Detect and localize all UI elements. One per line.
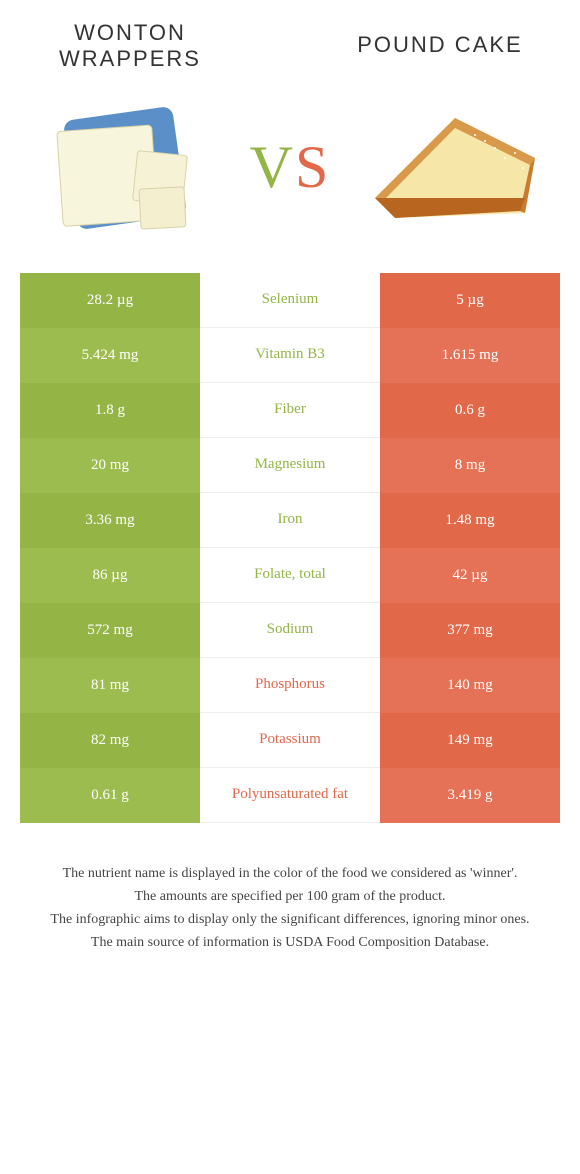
left-value: 1.8 g	[20, 383, 200, 438]
right-value: 377 mg	[380, 603, 560, 658]
table-row: 5.424 mgVitamin B31.615 mg	[20, 328, 560, 383]
infographic: Wonton Wrappers Pound Cake VS	[0, 0, 580, 975]
right-value: 1.615 mg	[380, 328, 560, 383]
table-row: 0.61 gPolyunsaturated fat3.419 g	[20, 768, 560, 823]
footer-line: The infographic aims to display only the…	[30, 909, 550, 930]
right-value: 0.6 g	[380, 383, 560, 438]
nutrient-label: Folate, total	[200, 548, 380, 603]
right-value: 149 mg	[380, 713, 560, 768]
table-row: 81 mgPhosphorus140 mg	[20, 658, 560, 713]
table-row: 572 mgSodium377 mg	[20, 603, 560, 658]
left-value: 82 mg	[20, 713, 200, 768]
right-value: 8 mg	[380, 438, 560, 493]
left-value: 86 µg	[20, 548, 200, 603]
title-right: Pound Cake	[330, 20, 550, 58]
table-row: 1.8 gFiber0.6 g	[20, 383, 560, 438]
left-value: 28.2 µg	[20, 273, 200, 328]
left-value: 5.424 mg	[20, 328, 200, 383]
left-value: 20 mg	[20, 438, 200, 493]
table-row: 3.36 mgIron1.48 mg	[20, 493, 560, 548]
left-value: 572 mg	[20, 603, 200, 658]
nutrient-table: 28.2 µgSelenium5 µg5.424 mgVitamin B31.6…	[20, 273, 560, 823]
nutrient-label: Iron	[200, 493, 380, 548]
right-image	[360, 93, 550, 243]
right-value: 1.48 mg	[380, 493, 560, 548]
left-image	[30, 93, 220, 243]
left-value: 0.61 g	[20, 768, 200, 823]
header: Wonton Wrappers Pound Cake	[0, 0, 580, 83]
right-value: 140 mg	[380, 658, 560, 713]
nutrient-label: Fiber	[200, 383, 380, 438]
table-row: 28.2 µgSelenium5 µg	[20, 273, 560, 328]
table-row: 82 mgPotassium149 mg	[20, 713, 560, 768]
vs-label: VS	[250, 133, 331, 202]
table-row: 20 mgMagnesium8 mg	[20, 438, 560, 493]
nutrient-label: Sodium	[200, 603, 380, 658]
nutrient-label: Potassium	[200, 713, 380, 768]
nutrient-label: Selenium	[200, 273, 380, 328]
nutrient-label: Phosphorus	[200, 658, 380, 713]
title-left: Wonton Wrappers	[30, 20, 230, 73]
left-value: 81 mg	[20, 658, 200, 713]
right-value: 3.419 g	[380, 768, 560, 823]
footer-line: The nutrient name is displayed in the co…	[30, 863, 550, 884]
right-value: 5 µg	[380, 273, 560, 328]
nutrient-label: Magnesium	[200, 438, 380, 493]
left-value: 3.36 mg	[20, 493, 200, 548]
nutrient-label: Polyunsaturated fat	[200, 768, 380, 823]
vs-s: S	[295, 134, 330, 200]
footer-line: The amounts are specified per 100 gram o…	[30, 886, 550, 907]
footer-line: The main source of information is USDA F…	[30, 932, 550, 953]
right-value: 42 µg	[380, 548, 560, 603]
table-row: 86 µgFolate, total42 µg	[20, 548, 560, 603]
image-row: VS	[0, 83, 580, 273]
vs-v: V	[250, 134, 295, 200]
footer-notes: The nutrient name is displayed in the co…	[0, 823, 580, 975]
nutrient-label: Vitamin B3	[200, 328, 380, 383]
